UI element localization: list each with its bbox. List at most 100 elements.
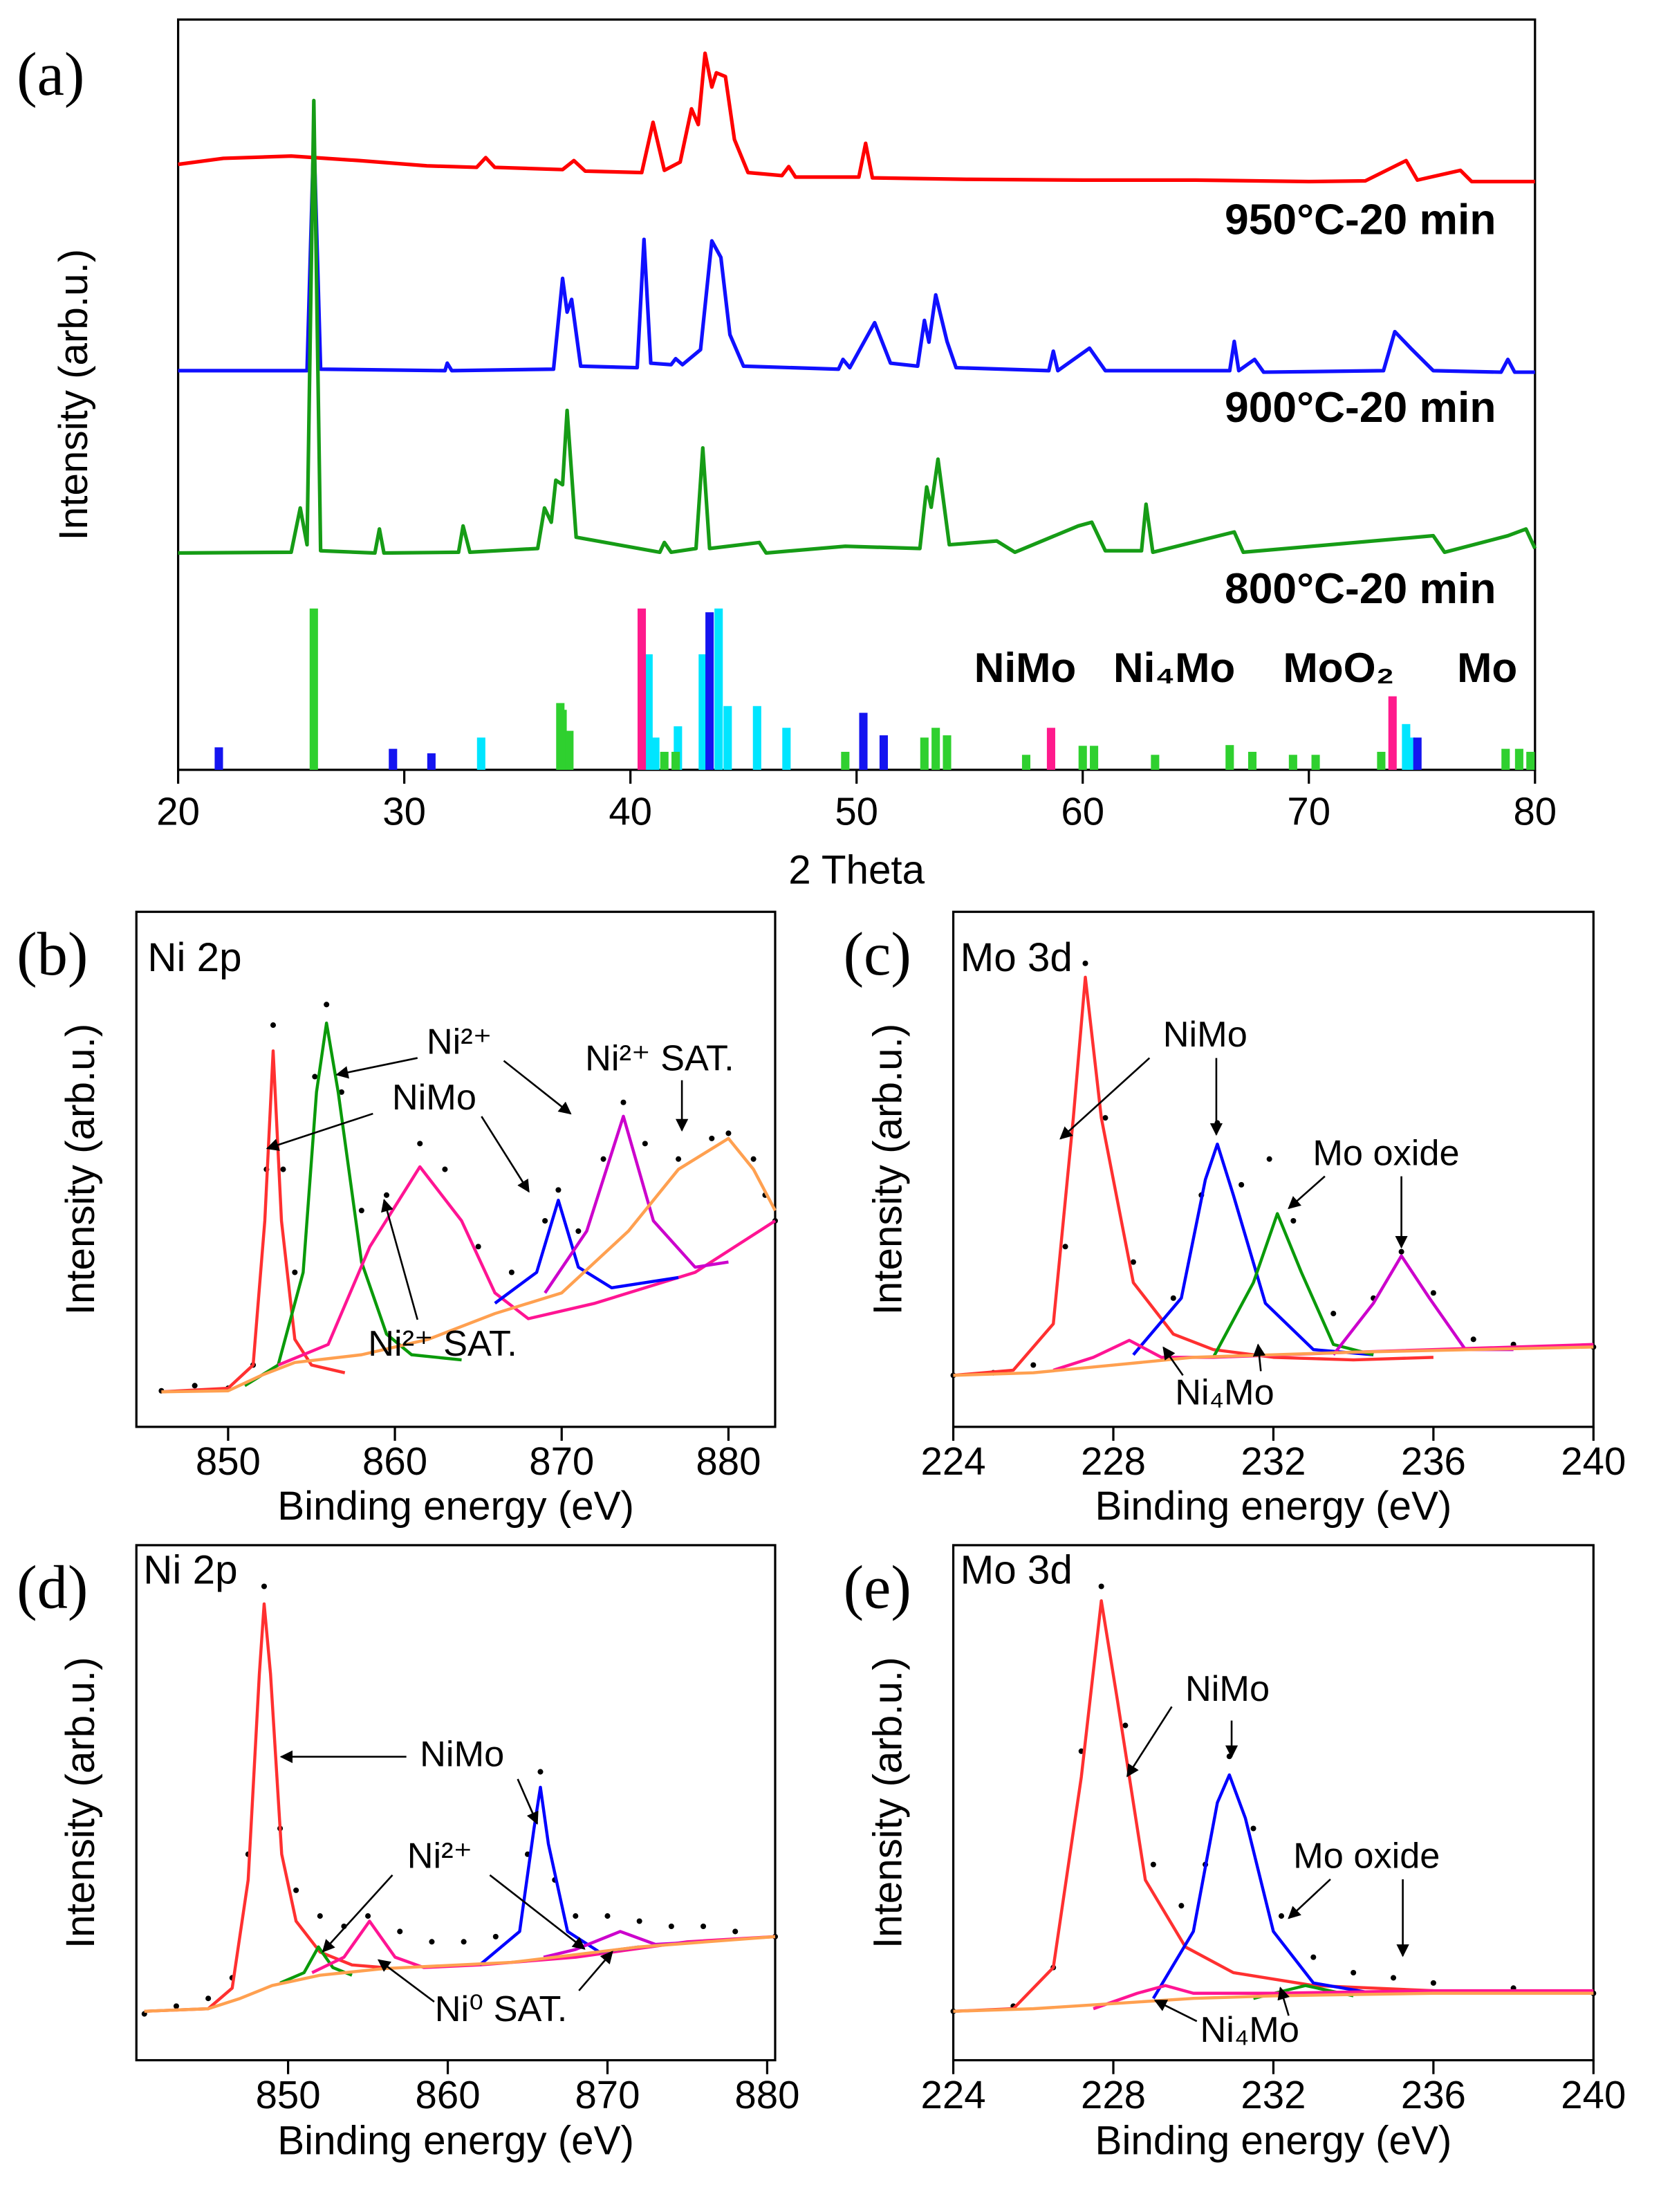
x-tick-label: 70 xyxy=(1287,789,1330,833)
x-tick-label: 232 xyxy=(1241,2073,1306,2117)
x-tick-label: 224 xyxy=(921,1439,986,1483)
data-point xyxy=(555,1187,562,1193)
data-point xyxy=(358,1208,364,1214)
reference-stick xyxy=(1413,737,1422,770)
reference-stick xyxy=(565,730,574,770)
y-axis-label: Intensity (arb.u.) xyxy=(51,249,96,541)
x-tick-label: 870 xyxy=(529,1439,594,1483)
x-tick-label: 80 xyxy=(1513,789,1557,833)
data-point xyxy=(461,1939,467,1945)
data-point xyxy=(1130,1259,1136,1265)
spectrum-line xyxy=(279,1945,353,1984)
data-point xyxy=(642,1141,648,1147)
annotation-arrow xyxy=(1277,1987,1290,2016)
legend-entry: Mo xyxy=(1457,644,1517,691)
data-point xyxy=(750,1156,757,1162)
x-tick-label: 30 xyxy=(382,789,426,833)
reference-stick xyxy=(1247,751,1257,770)
spectrum-line xyxy=(144,1935,776,2013)
data-point xyxy=(317,1913,323,1919)
x-axis-label: Binding energy (eV) xyxy=(277,2119,634,2164)
data-point xyxy=(475,1244,481,1250)
reference-stick xyxy=(1151,755,1160,770)
legend-entry: Ni₄Mo xyxy=(1113,644,1235,691)
data-point xyxy=(1098,1583,1104,1589)
y-axis-label: Intensity (arb.u.) xyxy=(58,1024,103,1316)
reference-stick xyxy=(714,608,723,770)
x-tick-label: 880 xyxy=(734,2073,799,2117)
reference-stick xyxy=(660,751,669,770)
annotation-arrow xyxy=(377,1959,435,2003)
data-point xyxy=(1062,1244,1068,1250)
data-point xyxy=(312,1073,318,1080)
data-point xyxy=(270,1022,277,1029)
annotation: Mo oxide xyxy=(1293,1836,1440,1877)
reference-stick xyxy=(1311,755,1320,770)
data-point xyxy=(676,1156,682,1162)
spectrum-line xyxy=(1151,1773,1374,2000)
reference-stick xyxy=(879,735,888,770)
reference-stick xyxy=(1526,751,1535,770)
annotation: Mo oxide xyxy=(1312,1133,1459,1173)
x-tick-label: 20 xyxy=(156,789,200,833)
data-point xyxy=(292,1269,298,1275)
x-tick-label: 228 xyxy=(1081,2073,1146,2117)
panel-label: (b) xyxy=(17,921,88,988)
annotation-arrow xyxy=(1153,1999,1198,2022)
data-point xyxy=(1470,1336,1476,1343)
data-point xyxy=(261,1583,267,1589)
panel: 224 228 232 236 240 Binding energy (eV) Intens… xyxy=(844,910,1626,1529)
spectrum-line xyxy=(178,130,1535,374)
reference-stick xyxy=(651,737,660,770)
data-point xyxy=(573,1913,579,1919)
data-point xyxy=(1398,1248,1404,1255)
reference-stick xyxy=(1225,745,1234,770)
data-point xyxy=(1278,1913,1285,1919)
reference-stick xyxy=(637,608,647,770)
data-point xyxy=(1330,1311,1337,1317)
x-tick-label: 240 xyxy=(1561,2073,1626,2117)
data-point xyxy=(173,2003,179,2009)
data-point xyxy=(1178,1903,1185,1909)
data-point xyxy=(192,1383,198,1389)
data-point xyxy=(397,1928,403,1935)
data-point xyxy=(442,1166,448,1172)
reference-stick xyxy=(1388,696,1397,770)
data-point xyxy=(417,1141,423,1147)
annotation-arrow xyxy=(335,1057,418,1079)
annotation: Ni⁰ SAT. xyxy=(435,1989,568,2029)
x-tick-label: 228 xyxy=(1081,1439,1146,1483)
x-tick-label: 870 xyxy=(575,2073,640,2117)
annotation: NiMo xyxy=(392,1078,476,1118)
y-axis-label: Intensity (arb.u.) xyxy=(865,1657,910,1948)
reference-stick xyxy=(1046,728,1055,770)
reference-stick xyxy=(389,748,398,770)
spectrum-line xyxy=(953,1345,1594,1377)
spectrum-line xyxy=(161,1049,346,1394)
panel: 850 860 870 880 Binding energy (eV) Intensity… xyxy=(17,910,778,1529)
annotation-arrow xyxy=(1126,1706,1173,1778)
x-tick-label: 880 xyxy=(696,1439,761,1483)
data-point xyxy=(508,1269,514,1275)
annotation: Ni₄Mo xyxy=(1200,2010,1299,2050)
spectrum-line xyxy=(277,1165,777,1367)
data-point xyxy=(732,1928,739,1935)
spectrum-line xyxy=(1132,1142,1374,1356)
data-point xyxy=(1082,960,1088,966)
spectrum-line xyxy=(1093,1984,1594,2011)
reference-stick xyxy=(723,706,732,770)
y-axis-label: Intensity (arb.u.) xyxy=(58,1657,103,1948)
annotation-arrow xyxy=(481,1116,530,1193)
x-tick-label: 240 xyxy=(1561,1439,1626,1483)
data-point xyxy=(1351,1969,1357,1976)
spectrum-line xyxy=(479,1785,640,1966)
reference-stick xyxy=(1514,748,1523,770)
x-axis-label: Binding energy (eV) xyxy=(1095,2119,1452,2164)
data-point xyxy=(1266,1156,1272,1162)
data-point xyxy=(324,1002,330,1008)
data-point xyxy=(280,1166,286,1172)
data-point xyxy=(1290,1218,1297,1224)
